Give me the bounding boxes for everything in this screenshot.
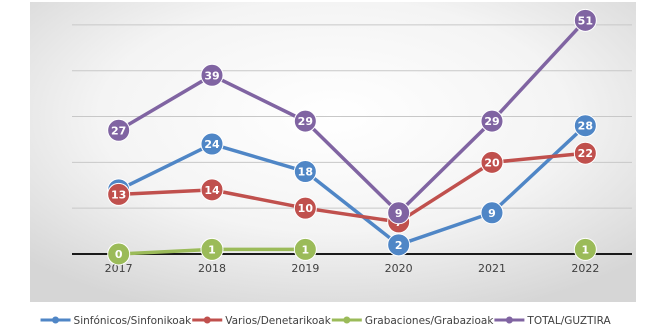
data-point [480, 109, 504, 133]
data-point [107, 118, 131, 142]
data-markers: 142418292813141072022011127392992951 [107, 8, 597, 266]
data-label: 51 [578, 14, 593, 27]
legend-marker [505, 316, 513, 324]
data-label: 22 [578, 147, 593, 160]
data-point [293, 237, 317, 261]
legend-marker [203, 316, 211, 324]
data-label: 29 [298, 115, 313, 128]
data-point [387, 201, 411, 225]
data-label: 27 [111, 124, 126, 137]
data-label: 0 [115, 248, 123, 261]
legend-entry: Varios/Denetarikoak [192, 315, 332, 327]
x-tick-label: 2018 [198, 262, 226, 275]
data-label: 20 [484, 156, 500, 169]
data-point [573, 237, 597, 261]
data-label: 28 [578, 120, 593, 133]
data-point [200, 237, 224, 261]
x-tick-label: 2020 [385, 262, 413, 275]
legend-entry: Grabaciones/Grabazioak [331, 315, 494, 327]
data-label: 39 [204, 69, 219, 82]
data-point [200, 63, 224, 87]
series-line [116, 18, 588, 215]
data-label: 9 [395, 207, 403, 220]
data-point [573, 141, 597, 165]
series-line [116, 123, 588, 247]
data-label: 1 [302, 243, 310, 256]
legend-marker [52, 316, 60, 324]
data-label: 29 [484, 115, 499, 128]
legend-marker [343, 316, 351, 324]
x-axis: 2017 2018 2019 2020 2021 2022 [72, 253, 632, 275]
data-label: 18 [298, 166, 313, 179]
legend-label: Varios/Denetarikoak [225, 315, 331, 327]
data-point [293, 196, 317, 220]
data-label: 9 [488, 207, 496, 220]
x-tick-label: 2017 [105, 262, 133, 275]
data-label: 1 [208, 243, 216, 256]
data-point [107, 182, 131, 206]
legend-label: Grabaciones/Grabazioak [365, 315, 494, 327]
series-line [116, 151, 588, 224]
data-point [293, 109, 317, 133]
data-label: 2 [395, 239, 403, 252]
data-point [200, 178, 224, 202]
data-point [107, 242, 131, 266]
gridlines [72, 24, 632, 209]
data-point [480, 201, 504, 225]
data-point [387, 233, 411, 257]
data-label: 1 [582, 243, 590, 256]
data-label: 14 [204, 184, 220, 197]
x-tick-label: 2022 [571, 262, 599, 275]
data-point [200, 132, 224, 156]
legend-entry: Sinfónicos/Sinfonikoak [40, 315, 193, 327]
data-point [573, 114, 597, 138]
data-label: 10 [298, 202, 314, 215]
data-point [293, 160, 317, 184]
legend-label: TOTAL/GUZTIRA [526, 315, 611, 327]
legend: Sinfónicos/Sinfonikoak Varios/Denetarikoa… [40, 315, 611, 327]
legend-label: Sinfónicos/Sinfonikoak [74, 315, 193, 327]
data-point [573, 8, 597, 32]
legend-entry: TOTAL/GUZTIRA [494, 315, 611, 327]
data-point [480, 150, 504, 174]
x-tick-label: 2021 [478, 262, 506, 275]
data-label: 24 [204, 138, 220, 151]
x-tick-label: 2019 [291, 262, 319, 275]
data-label: 13 [111, 188, 126, 201]
